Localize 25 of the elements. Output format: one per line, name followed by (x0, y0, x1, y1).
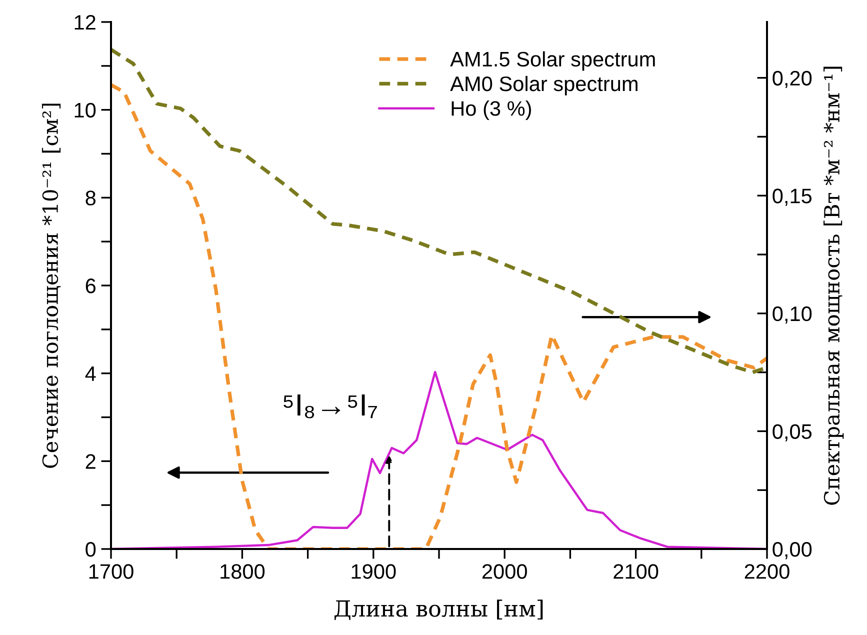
y-tick-label: 0 (86, 542, 96, 557)
annotation: ⁵I₈→⁵I₇ (284, 394, 377, 418)
x-tick-label: 2100 (614, 564, 658, 579)
y2-tick-label: 0,20 (772, 70, 812, 88)
x-tick-label: 1700 (89, 564, 134, 579)
y2-tick-label: 0,10 (772, 306, 812, 324)
y-tick-label: 4 (85, 366, 96, 381)
legend-label: AM1.5 Solar spectrum (450, 51, 655, 71)
legend-label: Ho (3 %) (452, 100, 531, 120)
x-axis-title: Длина волны [нм] (334, 600, 543, 620)
y2-tick-label: 0,05 (772, 424, 812, 442)
y-tick-label: 2 (86, 454, 96, 469)
y-tick-label: 8 (86, 190, 96, 206)
y2-tick-label: 0,00 (772, 542, 812, 560)
x-tick-label: 2200 (744, 564, 790, 579)
y-tick-label: 10 (74, 102, 96, 118)
legend-label: AM0 Solar spectrum (450, 76, 638, 96)
y-tick-label: 6 (86, 278, 96, 294)
x-tick-label: 1900 (352, 564, 396, 579)
y2-axis-title: Спектральная мощность [Вт *м⁻² *нм⁻¹] (824, 66, 844, 505)
y2-tick-label: 0,15 (772, 188, 812, 206)
x-tick-label: 1800 (220, 564, 265, 579)
y-tick-label: 12 (74, 15, 96, 30)
x-tick-label: 2000 (482, 564, 527, 579)
y-axis-title: Сечение поглощения *10⁻²¹ [см²] (42, 104, 61, 468)
